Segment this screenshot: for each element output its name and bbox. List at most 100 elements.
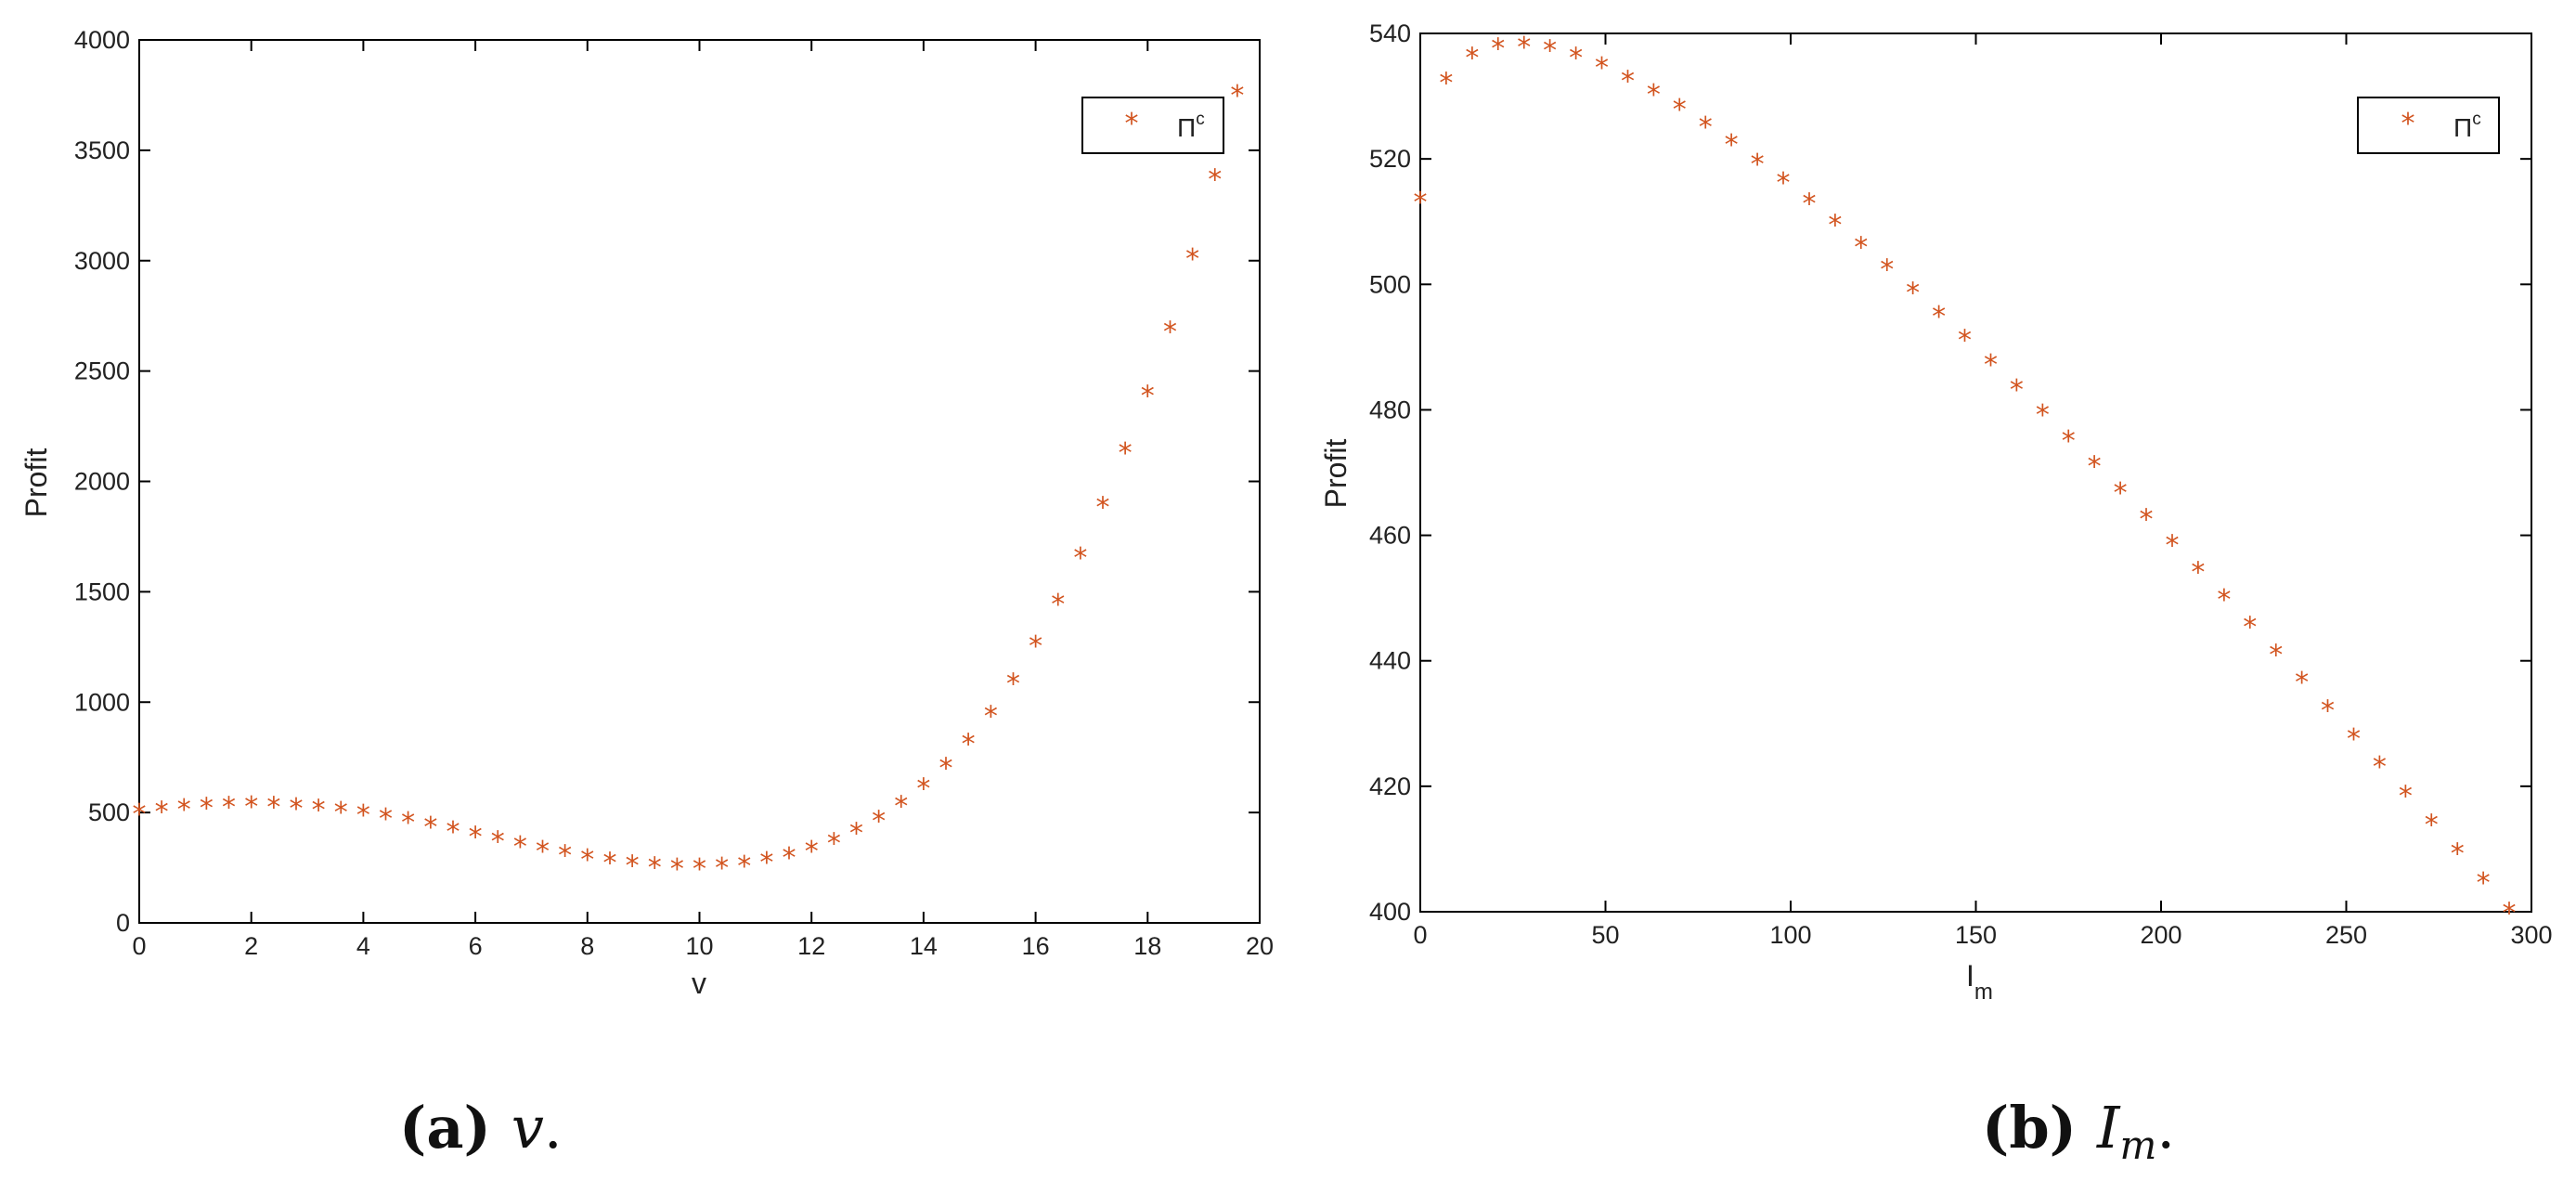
y-tick-label-b: 440 [1369,647,1411,675]
x-tick-label-b: 0 [1413,921,1427,949]
data-point-a: * [356,799,370,832]
ticks-a: 0 2 4 6 8 10 12 14 16 18 20 0 500 1000 1500 2000 2500 300… [74,26,1274,960]
x-axis-label-b: Im [1966,959,1993,1005]
data-point-a: * [939,752,953,785]
data-point-b: * [2477,867,2491,900]
data-point-b: * [1465,43,1479,75]
data-point-a: * [446,816,460,849]
y-axis-label-b: Profit [1319,439,1353,509]
data-point-a: * [222,792,236,824]
plot-frame-a [138,39,1261,924]
data-point-a: * [334,797,348,829]
data-point-b: * [1543,35,1557,68]
data-point-a: * [558,840,572,873]
data-point-b: * [1906,277,1920,309]
data-point-b: * [2191,557,2205,590]
data-point-a: * [177,794,191,826]
x-tick-label-a: 14 [910,932,938,960]
x-tick-label-a: 8 [580,932,594,960]
y-tick-label-a: 4000 [74,26,130,54]
data-point-a: * [737,850,751,883]
y-tick-label-a: 0 [116,909,130,937]
data-point-a: * [312,794,326,826]
data-point-b: * [1491,33,1505,66]
y-tick-label-b: 400 [1369,898,1411,926]
data-point-a: * [648,852,662,885]
data-point-a: * [827,827,841,860]
legend-box-a [1081,97,1224,154]
data-point-a: * [1119,437,1133,470]
data-point-b: * [1725,129,1739,162]
data-point-b: * [1595,52,1609,84]
data-point-a: * [783,842,796,875]
data-point-b: * [1621,66,1635,98]
data-point-a: * [1096,491,1110,524]
x-tick-label-b: 250 [2325,921,2367,949]
data-point-b: * [1751,149,1765,181]
caption-b: (b) Im. [1982,1094,2175,1168]
y-tick-label-b: 500 [1369,270,1411,298]
x-tick-label-a: 20 [1246,932,1274,960]
x-tick-label-a: 18 [1133,932,1161,960]
legend-marker-a: * [1125,108,1139,140]
data-point-b: * [2140,503,2154,536]
y-tick-label-b: 540 [1369,19,1411,47]
legend-b: * Πc [2357,97,2500,154]
data-point-b: * [2243,612,2257,644]
plot-frame-b [1419,32,2532,913]
data-point-b: * [2373,751,2387,784]
data-point-a: * [984,701,998,733]
data-point-b: * [1517,32,1531,64]
data-point-b: * [1647,79,1661,111]
data-point-b: * [2451,837,2465,870]
chart-panel-a: 0 2 4 6 8 10 12 14 16 18 20 0 500 1000 1500 2000 2500 300… [19,26,1274,1162]
x-tick-label-a: 4 [356,932,370,960]
data-point-b: * [1777,167,1791,200]
data-point-a: * [469,821,483,853]
x-tick-label-b: 50 [1591,921,1619,949]
data-point-a: * [1230,80,1244,112]
data-point-b: * [1880,253,1894,286]
data-point-b: * [2165,530,2179,563]
data-point-b: * [2088,451,2102,484]
data-point-b: * [2347,723,2361,756]
legend-marker-b: * [2401,108,2415,140]
data-point-a: * [379,803,393,836]
data-point-a: * [693,853,706,886]
data-point-a: * [200,793,214,825]
scatter-points-b: *** * * * * * * * ******************************… [1414,32,2517,929]
x-tick-label-b: 300 [2510,921,2552,949]
data-point-b: * [1828,209,1842,241]
data-point-a: * [626,850,640,883]
x-tick-label-a: 12 [797,932,825,960]
data-point-a: * [133,798,147,831]
data-point-a: * [1141,380,1155,412]
data-point-a: * [155,797,169,829]
data-point-b: * [1802,188,1816,220]
data-point-a: * [759,847,773,879]
data-point-a: * [536,836,550,868]
data-point-b: * [1932,301,1946,333]
x-tick-label-a: 10 [685,932,713,960]
data-point-a: * [1163,316,1177,348]
data-point-a: * [244,791,258,824]
data-point-a: * [1006,668,1020,700]
y-tick-label-a: 2000 [74,468,130,496]
x-tick-label-b: 200 [2140,921,2181,949]
y-tick-label-b: 480 [1369,396,1411,423]
legend-label-b: Πc [2453,110,2481,142]
data-point-a: * [491,826,505,859]
data-point-a: * [962,729,976,761]
data-point-a: * [1208,163,1222,196]
y-tick-label-a: 500 [88,798,130,826]
y-tick-label-a: 1000 [74,688,130,716]
data-point-b: * [1414,187,1428,219]
data-point-a: * [1051,589,1065,621]
x-tick-label-b: 100 [1769,921,1811,949]
legend-box-b [2357,97,2500,154]
y-tick-label-a: 3500 [74,136,130,164]
data-point-b: * [1854,232,1868,265]
x-tick-label-a: 2 [244,932,258,960]
data-point-b: * [2425,809,2439,841]
ticks-b: 0 50 100 150 200 250 300 400 420 440 460 480 500 520 5… [1369,19,2553,949]
